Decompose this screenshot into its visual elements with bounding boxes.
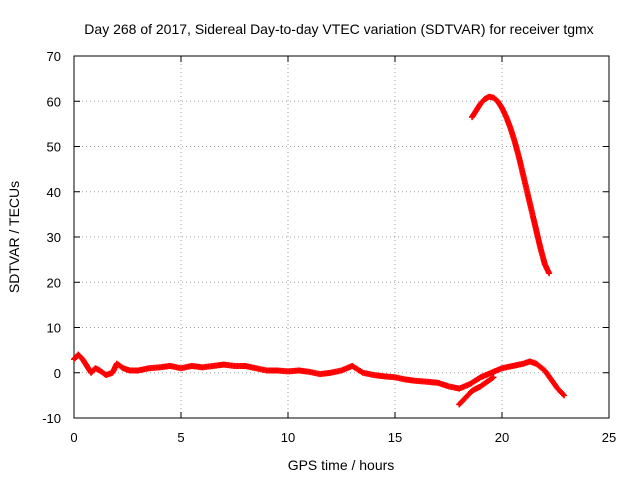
x-tick-label: 15 (388, 430, 402, 445)
data-point (490, 374, 497, 381)
x-tick-label: 0 (70, 430, 77, 445)
ticks: 0 5 10 15 20 25 -10 0 10 20 30 40 50 60 70 (42, 49, 616, 445)
data-point (546, 270, 553, 277)
x-tick-label: 25 (602, 430, 616, 445)
x-tick-label: 20 (495, 430, 509, 445)
series-high-elevation-arc (469, 93, 553, 277)
y-tick-label: 10 (47, 321, 61, 336)
data-point (561, 392, 568, 399)
y-tick-label: 60 (47, 94, 61, 109)
x-axis-title: GPS time / hours (288, 457, 395, 473)
data-marks (71, 93, 568, 408)
y-tick-label: -10 (42, 411, 61, 426)
y-tick-label: 20 (47, 275, 61, 290)
y-tick-label: 30 (47, 230, 61, 245)
series-low-elevation-track (71, 351, 568, 399)
y-axis-title: SDTVAR / TECUs (6, 181, 22, 293)
y-tick-label: 50 (47, 140, 61, 155)
series-descending-branch (456, 374, 497, 408)
grid (74, 56, 609, 418)
y-tick-label: 0 (54, 366, 61, 381)
chart-title: Day 268 of 2017, Sidereal Day-to-day VTE… (84, 21, 593, 37)
y-tick-label: 70 (47, 49, 61, 64)
x-tick-label: 10 (281, 430, 295, 445)
data-point (559, 391, 566, 398)
x-tick-label: 5 (177, 430, 184, 445)
y-tick-label: 40 (47, 185, 61, 200)
